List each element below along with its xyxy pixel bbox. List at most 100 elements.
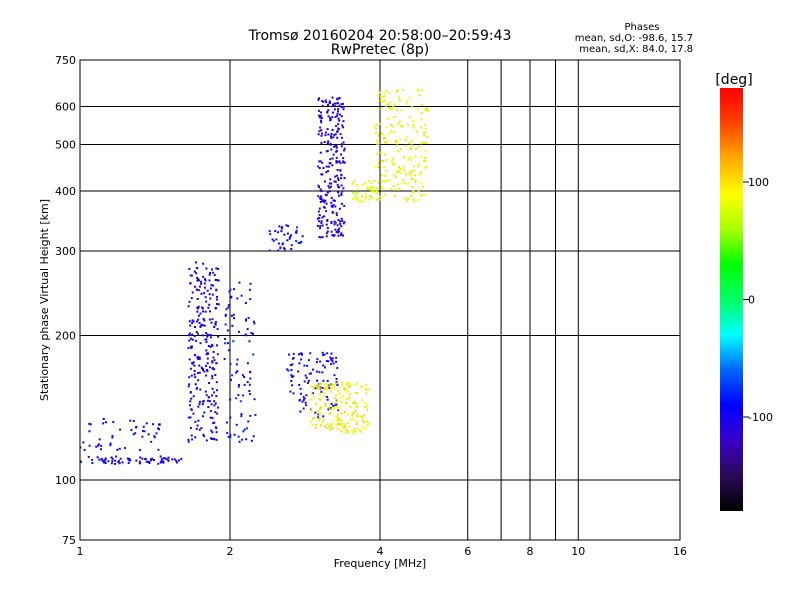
scatter-point (132, 419, 135, 422)
scatter-point (332, 386, 335, 389)
scatter-point (214, 411, 217, 414)
scatter-point (141, 457, 144, 460)
trace (187, 261, 220, 443)
scatter-point (228, 290, 231, 293)
scatter-point (291, 363, 294, 366)
chart-subtitle: RwPretec (8p) (331, 42, 429, 58)
scatter-point (213, 404, 216, 407)
scatter-point (361, 416, 364, 419)
phase-heading: Phases (624, 22, 659, 33)
scatter-point (344, 426, 347, 429)
scatter-point (205, 439, 208, 442)
scatter-point (340, 143, 343, 146)
scatter-point (338, 160, 341, 163)
scatter-point (99, 448, 102, 451)
scatter-point (200, 367, 203, 370)
scatter-point (397, 150, 400, 153)
scatter-point (247, 316, 250, 319)
scatter-point (277, 231, 280, 234)
scatter-point (171, 458, 174, 461)
scatter-point (348, 382, 351, 385)
scatter-point (248, 288, 251, 291)
scatter-point (393, 103, 396, 106)
scatter-point (119, 457, 122, 460)
scatter-point (398, 120, 401, 123)
scatter-point (251, 332, 254, 335)
scatter-point (210, 403, 213, 406)
scatter-point (352, 192, 355, 195)
scatter-point (420, 193, 423, 196)
scatter-point (417, 190, 420, 193)
scatter-point (335, 125, 338, 128)
scatter-point (403, 169, 406, 172)
scatter-point (309, 420, 312, 423)
scatter-point (318, 109, 321, 112)
scatter-point (380, 186, 383, 189)
scatter-point (322, 364, 325, 367)
scatter-point (152, 459, 155, 462)
scatter-point (345, 401, 348, 404)
scatter-point (233, 317, 236, 320)
scatter-point (236, 370, 239, 373)
scatter-point (338, 104, 341, 107)
scatter-point (336, 399, 339, 402)
scatter-point (317, 98, 320, 101)
scatter-point (194, 383, 197, 386)
scatter-point (215, 267, 218, 270)
scatter-point (356, 191, 359, 194)
scatter-point (391, 157, 394, 160)
scatter-point (407, 158, 410, 161)
scatter-point (191, 438, 194, 441)
scatter-point (246, 381, 249, 384)
scatter-point (248, 390, 251, 393)
scatter-point (204, 278, 207, 281)
scatter-point (333, 134, 336, 137)
scatter-point (333, 402, 336, 405)
scatter-point (191, 333, 194, 336)
scatter-point (405, 135, 408, 138)
scatter-point (205, 353, 208, 356)
scatter-point (203, 370, 206, 373)
scatter-point (359, 200, 362, 203)
scatter-point (319, 236, 322, 239)
scatter-point (383, 92, 386, 95)
scatter-point (189, 416, 192, 419)
scatter-point (192, 320, 195, 323)
scatter-point (356, 392, 359, 395)
scatter-point (392, 185, 395, 188)
scatter-point (129, 419, 132, 422)
scatter-point (320, 406, 323, 409)
scatter-point (203, 324, 206, 327)
scatter-point (292, 352, 295, 355)
scatter-point (402, 179, 405, 182)
scatter-point (375, 153, 378, 156)
scatter-point (346, 431, 349, 434)
scatter-point (124, 447, 127, 450)
scatter-point (327, 408, 330, 411)
scatter-point (236, 358, 239, 361)
scatter-point (196, 332, 199, 335)
scatter-point (216, 412, 219, 415)
scatter-point (200, 427, 203, 430)
scatter-point (244, 302, 247, 305)
scatter-point (342, 141, 345, 144)
scatter-point (424, 193, 427, 196)
scatter-point (342, 222, 345, 225)
scatter-point (321, 100, 324, 103)
scatter-point (248, 383, 251, 386)
scatter-point (249, 370, 252, 373)
scatter-point (145, 422, 148, 425)
scatter-point (191, 321, 194, 324)
scatter-point (241, 438, 244, 441)
scatter-point (317, 195, 320, 198)
scatter-point (355, 197, 358, 200)
scatter-point (216, 353, 219, 356)
scatter-point (336, 169, 339, 172)
scatter-point (340, 412, 343, 415)
scatter-point (397, 165, 400, 168)
scatter-point (417, 162, 420, 165)
scatter-point (342, 187, 345, 190)
scatter-point (420, 118, 423, 121)
scatter-point (384, 174, 387, 177)
scatter-point (287, 353, 290, 356)
